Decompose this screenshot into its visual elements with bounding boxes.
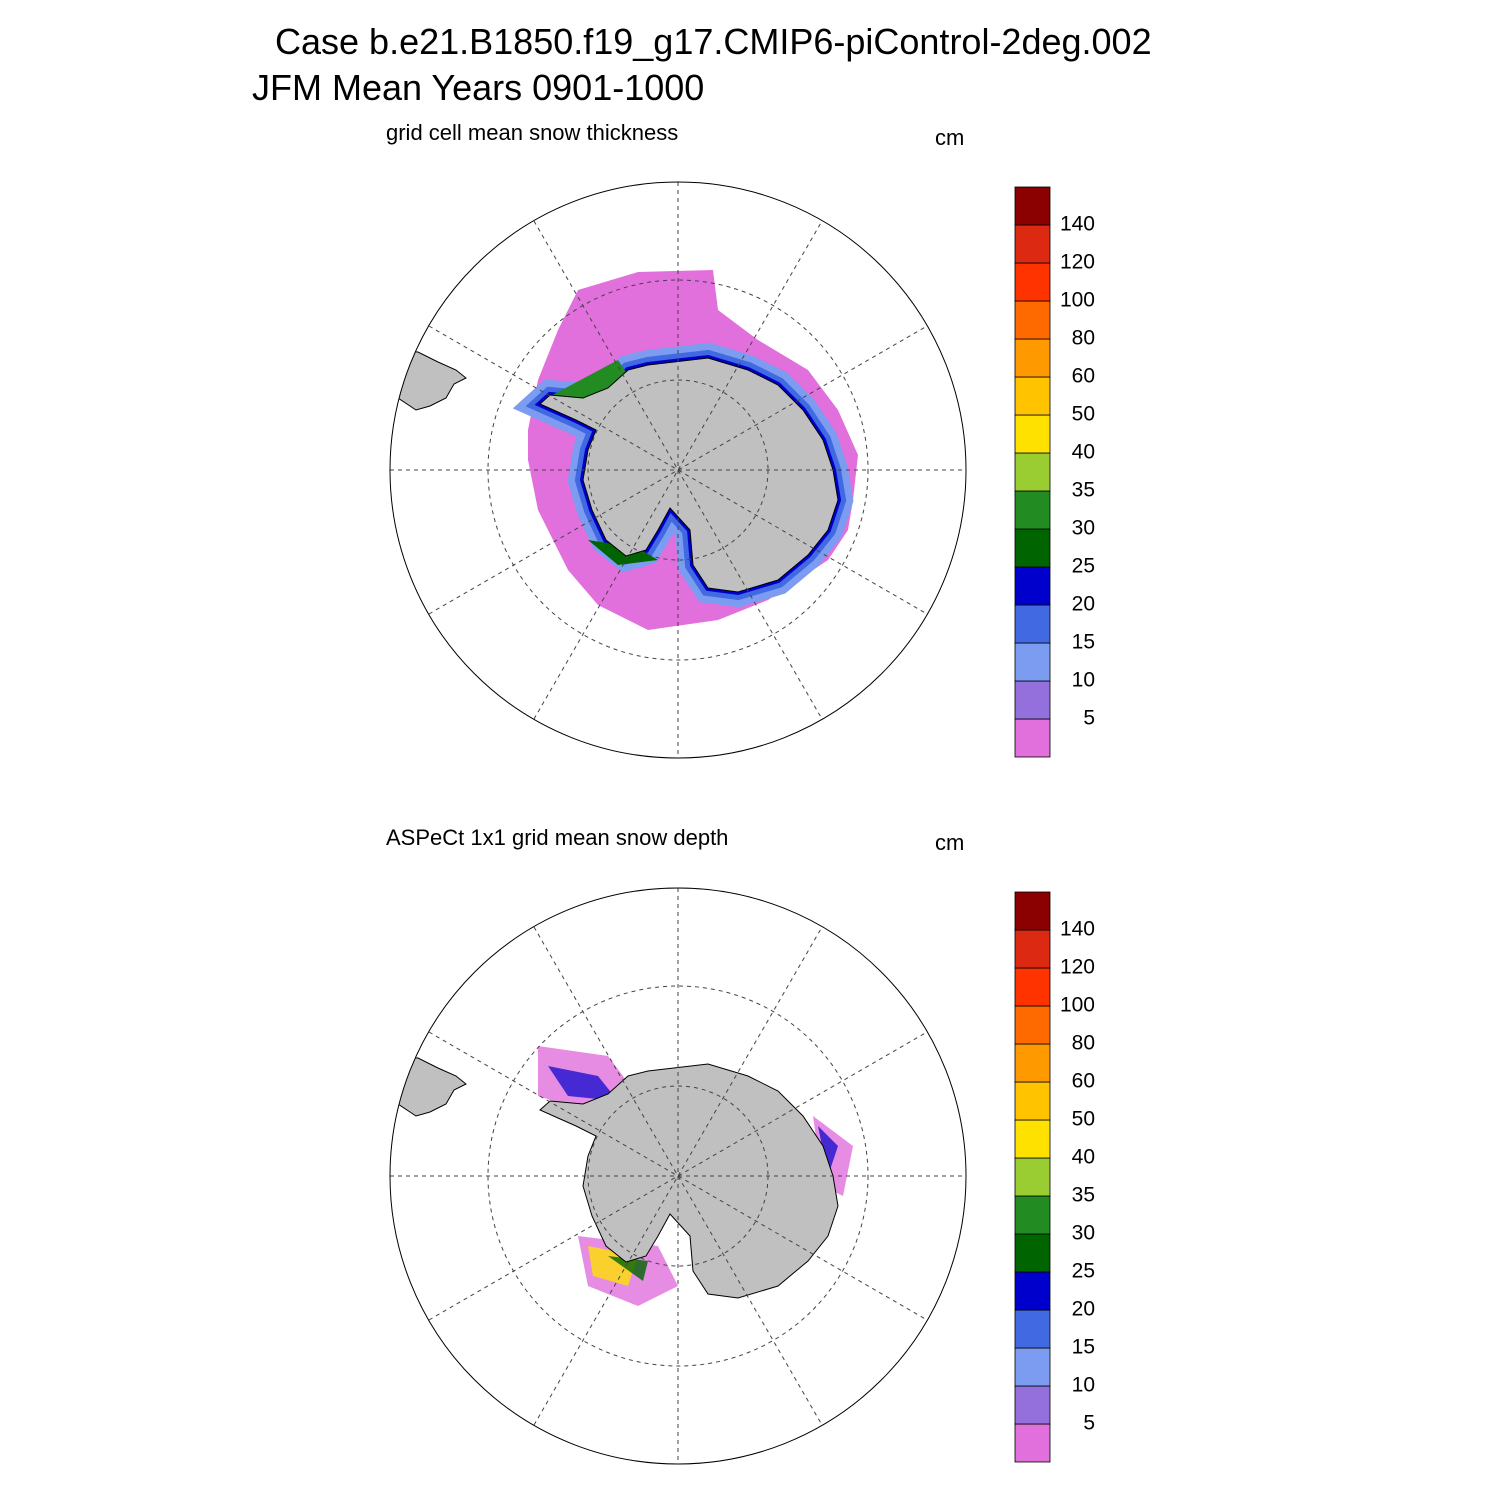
colorbar-box [1014, 1309, 1051, 1349]
colorbar-label: 30 [1072, 1222, 1095, 1245]
colorbar-box [1014, 967, 1051, 1007]
units: cm [935, 125, 964, 150]
colorbar-label: 35 [1072, 479, 1095, 502]
colorbar-box [1014, 1157, 1051, 1197]
colorbar-box [1014, 1043, 1051, 1083]
colorbar-label: 50 [1072, 1108, 1095, 1131]
colorbar-label: 60 [1072, 365, 1095, 388]
colorbar-label: 140 [1060, 918, 1095, 941]
colorbar-box [1014, 1233, 1051, 1273]
colorbar-label: 15 [1072, 631, 1095, 654]
colorbar-box [1014, 1195, 1051, 1235]
colorbar-box [1014, 642, 1051, 682]
colorbar-box [1014, 718, 1051, 758]
colorbar-label: 25 [1072, 1260, 1095, 1283]
colorbar-box [1014, 891, 1051, 931]
colorbar-label: 35 [1072, 1184, 1095, 1207]
colorbar-box [1014, 300, 1051, 340]
colorbar-label: 5 [1083, 1412, 1095, 1435]
colorbar-label: 120 [1060, 956, 1095, 979]
colorbar-label: 50 [1072, 403, 1095, 426]
colorbar-box [1014, 1423, 1051, 1463]
colorbar-box [1014, 224, 1051, 264]
colorbar-box [1014, 1347, 1051, 1387]
colorbar: 5 10 15 20 25 30 35 40 50 60 80 100 120 140 [1014, 891, 1095, 1463]
colorbar: 5 10 15 20 25 30 35 40 50 60 80 100 120 140 [1014, 186, 1095, 758]
colorbar-label: 10 [1072, 669, 1095, 692]
title-line: JFM Mean Years 0901-1000 [252, 67, 704, 108]
colorbar-box [1014, 1081, 1051, 1121]
colorbar-label: 120 [1060, 251, 1095, 274]
colorbar-label: 20 [1072, 593, 1095, 616]
colorbar-label: 20 [1072, 1298, 1095, 1321]
map [389, 181, 967, 759]
colorbar-label: 140 [1060, 213, 1095, 236]
colorbar-label: 100 [1060, 289, 1095, 312]
title-line: Case b.e21.B1850.f19_g17.CMIP6-piControl… [275, 21, 1152, 62]
map [389, 887, 967, 1465]
colorbar-label: 30 [1072, 517, 1095, 540]
colorbar-box [1014, 528, 1051, 568]
colorbar-label: 40 [1072, 441, 1095, 464]
colorbar-box [1014, 566, 1051, 606]
units: cm [935, 830, 964, 855]
colorbar-label: 80 [1072, 1032, 1095, 1055]
colorbar-label: 40 [1072, 1146, 1095, 1169]
colorbar-box [1014, 1005, 1051, 1045]
colorbar-box [1014, 338, 1051, 378]
colorbar-box [1014, 414, 1051, 454]
colorbar-label: 15 [1072, 1336, 1095, 1359]
colorbar-label: 10 [1072, 1374, 1095, 1397]
colorbar-box [1014, 604, 1051, 644]
colorbar-box [1014, 1385, 1051, 1425]
panel-subtitle: ASPeCt 1x1 grid mean snow depth [386, 825, 728, 850]
colorbar-label: 25 [1072, 555, 1095, 578]
colorbar-box [1014, 376, 1051, 416]
colorbar-box [1014, 680, 1051, 720]
colorbar-box [1014, 929, 1051, 969]
panel: grid cell mean snow thickness cm 5 10 15 20… [386, 120, 1095, 759]
colorbar-box [1014, 186, 1051, 226]
panel-subtitle: grid cell mean snow thickness [386, 120, 678, 145]
colorbar-box [1014, 262, 1051, 302]
panel: ASPeCt 1x1 grid mean snow depth cm 5 10 15… [386, 825, 1095, 1465]
colorbar-label: 100 [1060, 994, 1095, 1017]
colorbar-box [1014, 452, 1051, 492]
colorbar-label: 5 [1083, 707, 1095, 730]
colorbar-box [1014, 1119, 1051, 1159]
colorbar-box [1014, 1271, 1051, 1311]
colorbar-label: 60 [1072, 1070, 1095, 1093]
colorbar-box [1014, 490, 1051, 530]
colorbar-label: 80 [1072, 327, 1095, 350]
